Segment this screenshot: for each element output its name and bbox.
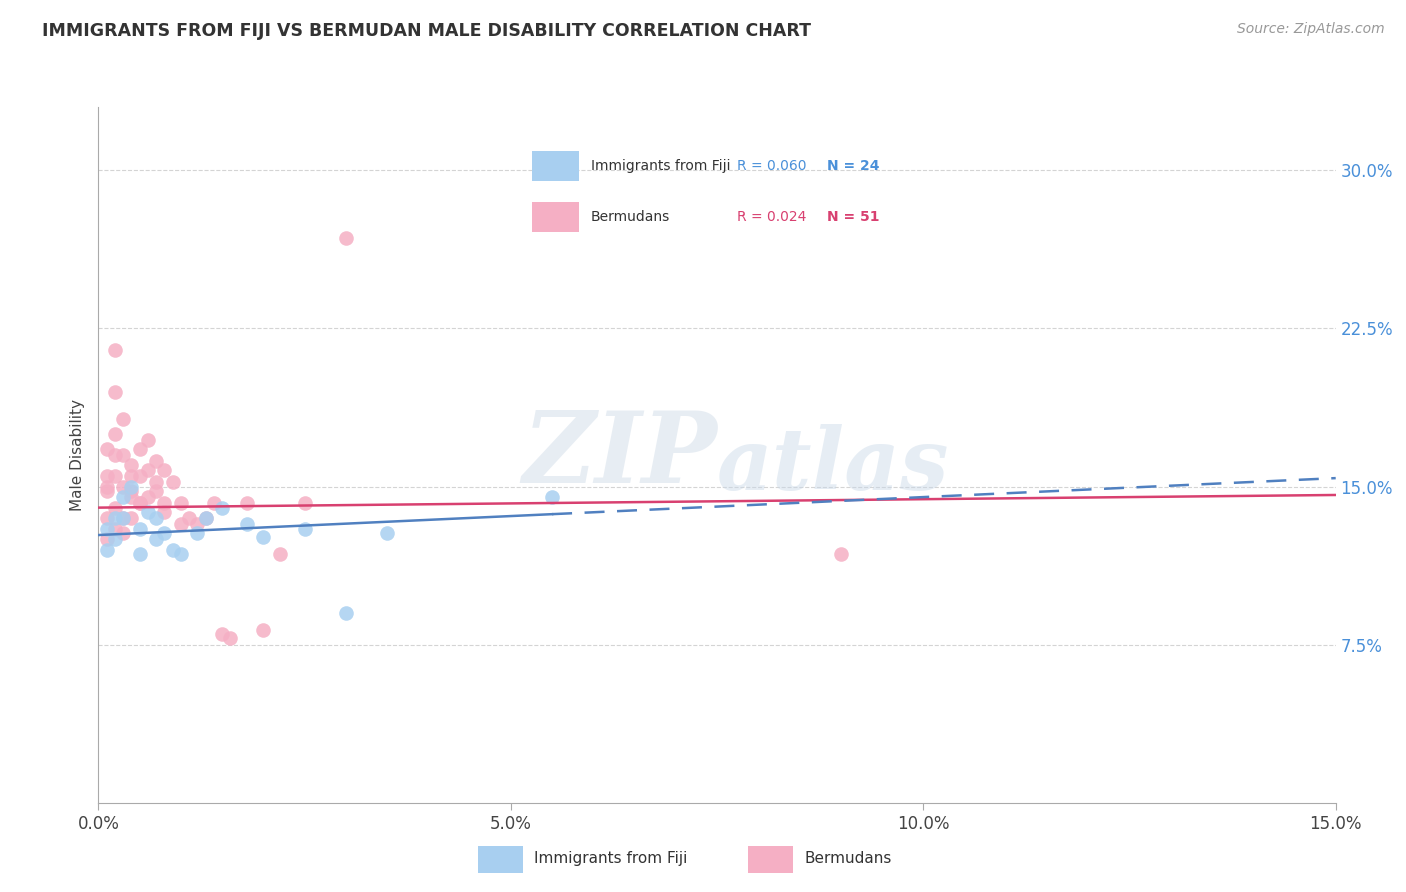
Point — [186, 525, 208, 540]
Point — [120, 458, 142, 473]
Point — [96, 542, 118, 557]
Point — [128, 547, 150, 561]
Text: Bermudans: Bermudans — [804, 851, 891, 866]
Point — [96, 533, 118, 547]
Point — [112, 490, 135, 504]
Point — [335, 606, 357, 620]
Point — [335, 231, 357, 245]
Text: atlas: atlas — [717, 424, 949, 508]
Point — [162, 542, 184, 557]
Point — [202, 496, 225, 510]
Point — [194, 511, 217, 525]
Point — [96, 479, 118, 493]
Point — [375, 525, 398, 540]
Point — [145, 511, 167, 525]
Point — [236, 517, 259, 532]
Bar — [531, 151, 579, 181]
Point — [96, 442, 118, 456]
Point — [170, 496, 193, 510]
Point — [145, 454, 167, 468]
Bar — [531, 202, 579, 233]
Point — [104, 522, 127, 536]
Point — [120, 511, 142, 525]
Point — [830, 547, 852, 561]
Point — [96, 469, 118, 483]
Text: ZIP: ZIP — [522, 407, 717, 503]
Point — [541, 490, 564, 504]
Point — [112, 412, 135, 426]
Point — [236, 496, 259, 510]
Point — [120, 479, 142, 493]
Point — [96, 511, 118, 525]
Text: Immigrants from Fiji: Immigrants from Fiji — [591, 159, 731, 173]
Point — [104, 448, 127, 462]
Point — [153, 505, 176, 519]
Bar — [748, 847, 793, 873]
Text: R = 0.024: R = 0.024 — [737, 211, 806, 225]
Point — [112, 479, 135, 493]
Point — [136, 505, 159, 519]
Text: N = 51: N = 51 — [827, 211, 880, 225]
Point — [96, 522, 118, 536]
Point — [145, 533, 167, 547]
Point — [162, 475, 184, 490]
Point — [145, 483, 167, 498]
Text: Source: ZipAtlas.com: Source: ZipAtlas.com — [1237, 22, 1385, 37]
Point — [112, 511, 135, 525]
Point — [269, 547, 291, 561]
Point — [211, 627, 233, 641]
Point — [104, 343, 127, 357]
Text: N = 24: N = 24 — [827, 159, 880, 173]
Point — [153, 525, 176, 540]
Point — [179, 511, 201, 525]
Y-axis label: Male Disability: Male Disability — [70, 399, 86, 511]
Point — [128, 496, 150, 510]
Point — [104, 469, 127, 483]
Point — [294, 496, 316, 510]
Point — [294, 522, 316, 536]
Text: IMMIGRANTS FROM FIJI VS BERMUDAN MALE DISABILITY CORRELATION CHART: IMMIGRANTS FROM FIJI VS BERMUDAN MALE DI… — [42, 22, 811, 40]
Point — [96, 483, 118, 498]
Point — [153, 496, 176, 510]
Bar — [478, 847, 523, 873]
Point — [104, 511, 127, 525]
Point — [211, 500, 233, 515]
Text: Bermudans: Bermudans — [591, 211, 671, 225]
Point — [170, 517, 193, 532]
Point — [252, 623, 274, 637]
Point — [128, 522, 150, 536]
Point — [219, 632, 242, 646]
Point — [120, 490, 142, 504]
Text: Immigrants from Fiji: Immigrants from Fiji — [534, 851, 688, 866]
Point — [136, 463, 159, 477]
Point — [120, 469, 142, 483]
Point — [252, 530, 274, 544]
Point — [112, 511, 135, 525]
Point — [194, 511, 217, 525]
Point — [136, 433, 159, 447]
Point — [104, 426, 127, 441]
Point — [128, 469, 150, 483]
Text: R = 0.060: R = 0.060 — [737, 159, 806, 173]
Point — [145, 475, 167, 490]
Point — [128, 496, 150, 510]
Point — [136, 490, 159, 504]
Point — [104, 384, 127, 399]
Point — [112, 525, 135, 540]
Point — [104, 533, 127, 547]
Point — [153, 463, 176, 477]
Point — [170, 547, 193, 561]
Point — [186, 517, 208, 532]
Point — [104, 500, 127, 515]
Point — [128, 442, 150, 456]
Point — [112, 448, 135, 462]
Point — [120, 483, 142, 498]
